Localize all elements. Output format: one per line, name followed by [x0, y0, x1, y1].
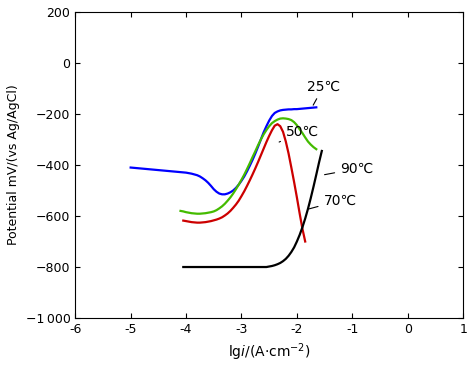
Text: 70℃: 70℃	[309, 194, 356, 209]
Text: 90℃: 90℃	[325, 162, 374, 176]
Text: 25℃: 25℃	[307, 80, 340, 105]
Y-axis label: Potential mV/(vs Ag/AgCl): Potential mV/(vs Ag/AgCl)	[7, 85, 20, 245]
Text: 50℃: 50℃	[279, 125, 319, 142]
X-axis label: lg$i$/(A$\cdot$cm$^{-2}$): lg$i$/(A$\cdot$cm$^{-2}$)	[228, 342, 310, 363]
